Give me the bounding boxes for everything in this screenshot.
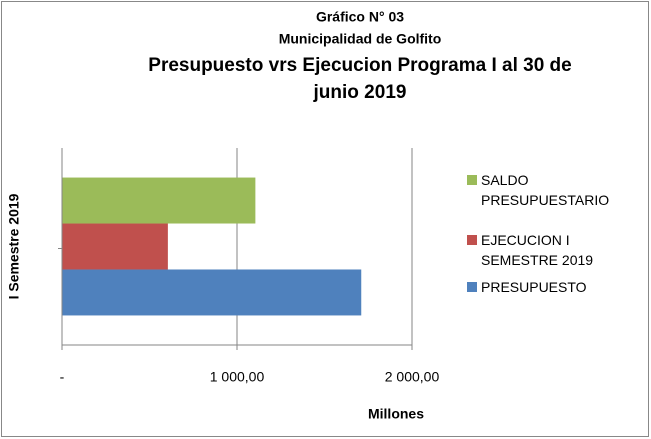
y-tick-label: I Semestre 2019	[6, 193, 22, 299]
bar	[62, 223, 168, 270]
legend-entry: EJECUCION I SEMESTRE 2019	[481, 232, 594, 268]
x-tick-label: 1 000,00	[210, 369, 265, 385]
bar	[62, 269, 362, 316]
legend-swatch	[467, 235, 477, 245]
x-tick-label: 2 000,00	[385, 369, 440, 385]
supertitle: Municipalidad de Golfito	[279, 31, 442, 47]
x-axis-label: Millones	[368, 406, 424, 422]
chart-title: junio 2019	[313, 82, 407, 103]
legend-label: SALDO PRESUPUESTARIO	[481, 172, 610, 208]
legend-swatch	[467, 175, 477, 185]
legend-label: EJECUCION I SEMESTRE 2019	[481, 232, 594, 268]
legend-swatch	[467, 282, 477, 292]
chart-title: Presupuesto vrs Ejecucion Programa I al …	[148, 55, 571, 76]
legend-entry: PRESUPUESTO	[481, 279, 587, 295]
bar	[62, 177, 256, 224]
x-tick-label: -	[60, 369, 65, 385]
legend-entry: SALDO PRESUPUESTARIO	[481, 172, 610, 208]
supertitle: Gráfico N° 03	[316, 9, 404, 25]
legend-label: PRESUPUESTO	[481, 279, 587, 295]
